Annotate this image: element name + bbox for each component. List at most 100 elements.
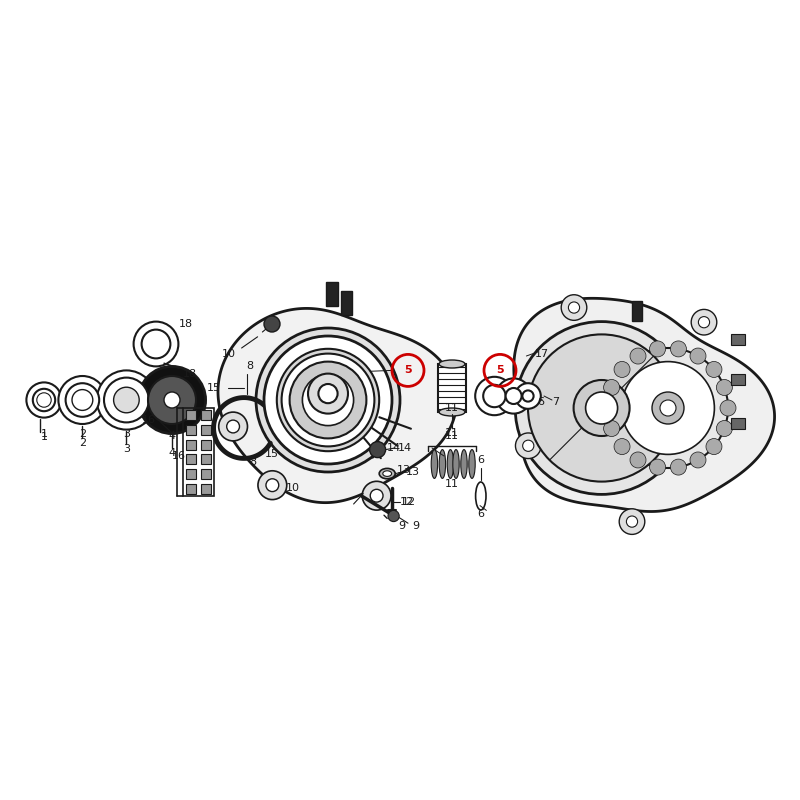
- Circle shape: [388, 510, 399, 522]
- Text: 16: 16: [172, 451, 186, 461]
- Bar: [186, 469, 196, 479]
- Ellipse shape: [439, 360, 465, 368]
- Circle shape: [97, 370, 156, 430]
- Text: 3: 3: [123, 429, 130, 438]
- Bar: [186, 410, 196, 420]
- Bar: [632, 301, 642, 321]
- Circle shape: [33, 389, 55, 411]
- Circle shape: [522, 440, 534, 451]
- Ellipse shape: [447, 450, 454, 478]
- Circle shape: [660, 400, 676, 416]
- Circle shape: [619, 509, 645, 534]
- Circle shape: [604, 421, 620, 437]
- Ellipse shape: [439, 450, 446, 478]
- Circle shape: [138, 366, 206, 434]
- Text: 7: 7: [552, 397, 559, 406]
- Text: 5: 5: [496, 366, 504, 375]
- Text: 10: 10: [222, 350, 236, 359]
- Polygon shape: [514, 298, 774, 511]
- Bar: [201, 484, 211, 494]
- Ellipse shape: [379, 469, 395, 478]
- Bar: [201, 440, 211, 450]
- Text: 12: 12: [400, 498, 414, 507]
- Circle shape: [614, 362, 630, 378]
- Text: 11: 11: [445, 428, 459, 438]
- Circle shape: [226, 420, 239, 433]
- Circle shape: [483, 385, 506, 407]
- Text: 4: 4: [169, 448, 175, 458]
- Circle shape: [164, 392, 180, 408]
- Circle shape: [362, 482, 391, 510]
- Bar: [201, 454, 211, 464]
- Circle shape: [622, 362, 714, 454]
- Circle shape: [608, 348, 728, 468]
- Circle shape: [114, 387, 139, 413]
- Circle shape: [698, 317, 710, 328]
- Text: 11: 11: [445, 403, 459, 413]
- Circle shape: [277, 349, 379, 451]
- Circle shape: [256, 328, 400, 472]
- Circle shape: [302, 374, 354, 426]
- Circle shape: [282, 354, 374, 446]
- Bar: [201, 425, 211, 435]
- Bar: [186, 454, 196, 464]
- Circle shape: [515, 383, 541, 409]
- Circle shape: [218, 412, 247, 441]
- Ellipse shape: [469, 450, 475, 478]
- Circle shape: [72, 390, 93, 410]
- Bar: [438, 364, 466, 412]
- Circle shape: [142, 330, 170, 358]
- Circle shape: [58, 376, 106, 424]
- Circle shape: [104, 378, 149, 422]
- Circle shape: [650, 459, 666, 475]
- Text: 3: 3: [123, 444, 130, 454]
- Text: 8: 8: [246, 361, 254, 370]
- Circle shape: [26, 382, 62, 418]
- Text: 2: 2: [79, 438, 86, 448]
- Bar: [186, 440, 196, 450]
- Circle shape: [308, 374, 348, 414]
- Bar: [730, 418, 745, 429]
- Circle shape: [515, 433, 541, 458]
- Circle shape: [370, 490, 383, 502]
- Text: 15: 15: [207, 383, 221, 393]
- Circle shape: [528, 334, 675, 482]
- Circle shape: [691, 310, 717, 335]
- Text: 18: 18: [179, 319, 194, 329]
- Bar: [201, 469, 211, 479]
- Polygon shape: [218, 309, 457, 502]
- Circle shape: [258, 470, 286, 499]
- Circle shape: [720, 400, 736, 416]
- Circle shape: [37, 393, 51, 407]
- Text: 11: 11: [445, 431, 459, 441]
- Bar: [201, 410, 211, 420]
- Circle shape: [515, 322, 688, 494]
- Circle shape: [506, 388, 522, 404]
- Bar: [183, 408, 214, 496]
- Circle shape: [690, 452, 706, 468]
- Circle shape: [568, 302, 579, 313]
- Circle shape: [670, 341, 686, 357]
- Circle shape: [716, 421, 732, 437]
- Circle shape: [604, 379, 620, 395]
- Text: 14: 14: [398, 443, 412, 453]
- Bar: [326, 282, 338, 306]
- Text: 15: 15: [264, 450, 278, 459]
- Text: 16: 16: [142, 415, 156, 425]
- Text: 12: 12: [402, 498, 416, 507]
- Text: 4: 4: [169, 431, 175, 441]
- Circle shape: [562, 294, 586, 320]
- Text: 2: 2: [79, 429, 86, 438]
- Circle shape: [264, 336, 392, 464]
- Circle shape: [318, 384, 338, 403]
- Ellipse shape: [453, 450, 459, 478]
- Ellipse shape: [475, 482, 486, 510]
- Circle shape: [134, 322, 178, 366]
- Circle shape: [690, 348, 706, 364]
- Circle shape: [706, 438, 722, 454]
- Text: 9: 9: [398, 522, 406, 531]
- Circle shape: [266, 478, 278, 491]
- Text: 5: 5: [404, 366, 412, 375]
- Text: 1: 1: [41, 429, 47, 438]
- Circle shape: [574, 380, 630, 436]
